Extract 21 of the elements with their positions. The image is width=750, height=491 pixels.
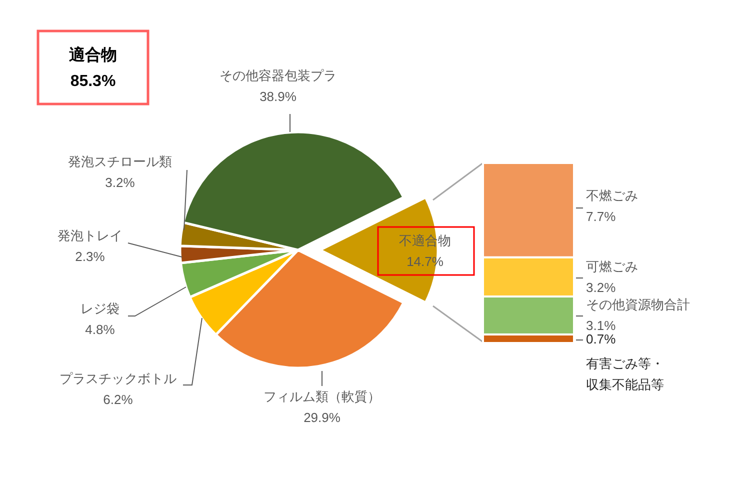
series-label: 不燃ごみ [586, 188, 638, 203]
slice-label: 発泡トレイ [58, 228, 122, 243]
slice-label: プラスチックボトル [60, 371, 176, 386]
series-label: 有害ごみ等・収集不能品等 [586, 356, 664, 392]
slice-label: レジ袋 [80, 301, 120, 316]
data-label: 3.1% [586, 318, 616, 333]
data-label: 3.2% [586, 280, 616, 295]
data-label: 3.2% [105, 175, 136, 190]
text: 適合物 85.3% [68, 45, 117, 90]
data-label: 29.9% [304, 410, 341, 425]
data-label: 2.3% [75, 249, 106, 264]
data-label: 6.2% [103, 392, 134, 407]
series-label: 可燃ごみ [586, 259, 638, 274]
series-label: その他資源物合計 [586, 297, 690, 312]
data-label: 4.8% [85, 322, 116, 337]
slice-label: フィルム類（軟質） [264, 389, 380, 404]
data-label: 38.9% [260, 89, 297, 104]
data-label: 7.7% [586, 209, 616, 224]
slice-label: その他容器包装プラ [220, 68, 336, 83]
data-label: 0.7% [586, 332, 616, 347]
slice-label: 発泡スチロール類 [68, 154, 172, 169]
